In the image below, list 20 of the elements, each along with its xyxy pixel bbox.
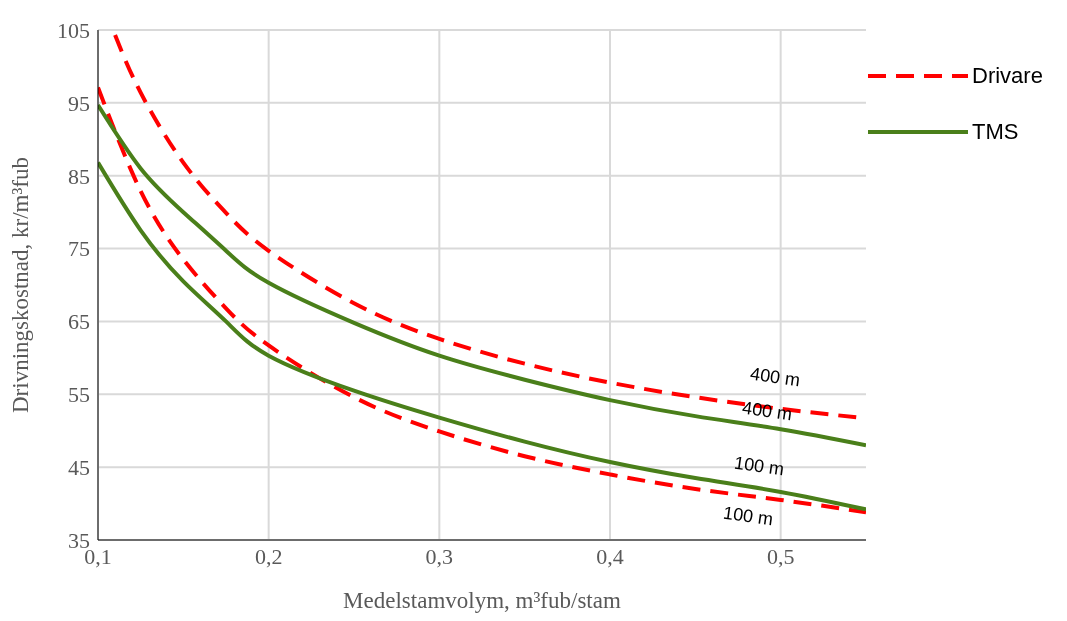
annotation: 100 m [721,502,775,531]
legend-label: Drivare [972,63,1043,89]
y-tick-label: 55 [68,382,90,408]
annotation: 100 m [732,452,786,481]
x-tick-label: 0,5 [766,543,795,569]
y-axis-title: Drivningskostnad, kr/m³fub [8,156,34,414]
y-tick-label: 105 [57,17,90,43]
y-tick-label: 75 [68,236,90,262]
x-tick-label: 0,2 [254,543,283,569]
y-tick-label: 65 [68,309,90,335]
y-tick-label: 95 [68,90,90,116]
line-series [98,103,866,448]
x-tick-label: 0,4 [596,543,624,569]
y-tick-label: 85 [68,163,90,189]
annotation: 400 m [748,363,802,392]
legend-label: TMS [972,119,1019,145]
x-axis-title: Medelstamvolym, m³fub/stam [343,588,621,613]
y-tick-label: 45 [68,454,90,480]
x-tick-label: 0,3 [425,543,454,569]
annotation: 400 m [740,397,794,426]
